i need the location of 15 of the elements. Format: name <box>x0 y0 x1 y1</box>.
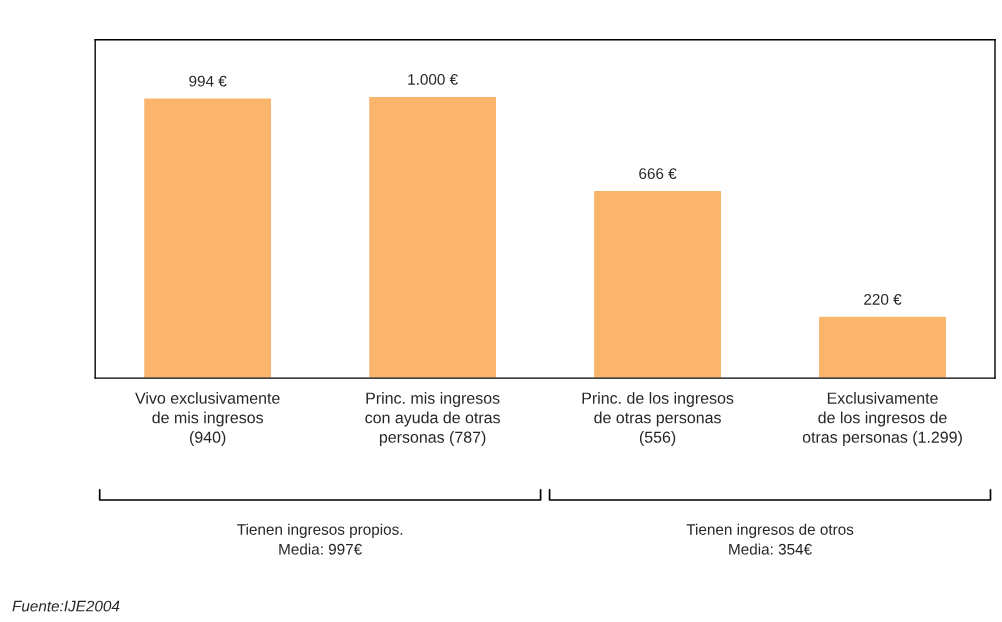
data-label: 994 € <box>189 75 227 87</box>
bar <box>142 97 273 379</box>
bar <box>592 189 723 379</box>
data-label: 220 € <box>864 293 902 305</box>
x-tick-label: Exclusivamente de los ingresos de otras personas (1.299) <box>802 392 962 446</box>
text: Tienen ingresos de otros Media: 354€ <box>686 523 854 555</box>
x-tick-label: Princ. de los ingresos de otras personas (556) <box>582 392 734 446</box>
text: Tienen ingresos propios. Media: 997€ <box>237 523 403 555</box>
source-note: Fuente:IJE2004 <box>12 600 120 612</box>
bar <box>817 315 948 379</box>
data-label: 666 € <box>639 168 677 180</box>
data-label: 1.000 € <box>408 74 458 85</box>
x-tick-label: Princ. mis ingresos con ayuda de otras personas (787) <box>365 392 500 446</box>
bar <box>367 95 498 379</box>
x-tick-label: Vivo exclusivamente de mis ingresos (940) <box>135 392 280 446</box>
